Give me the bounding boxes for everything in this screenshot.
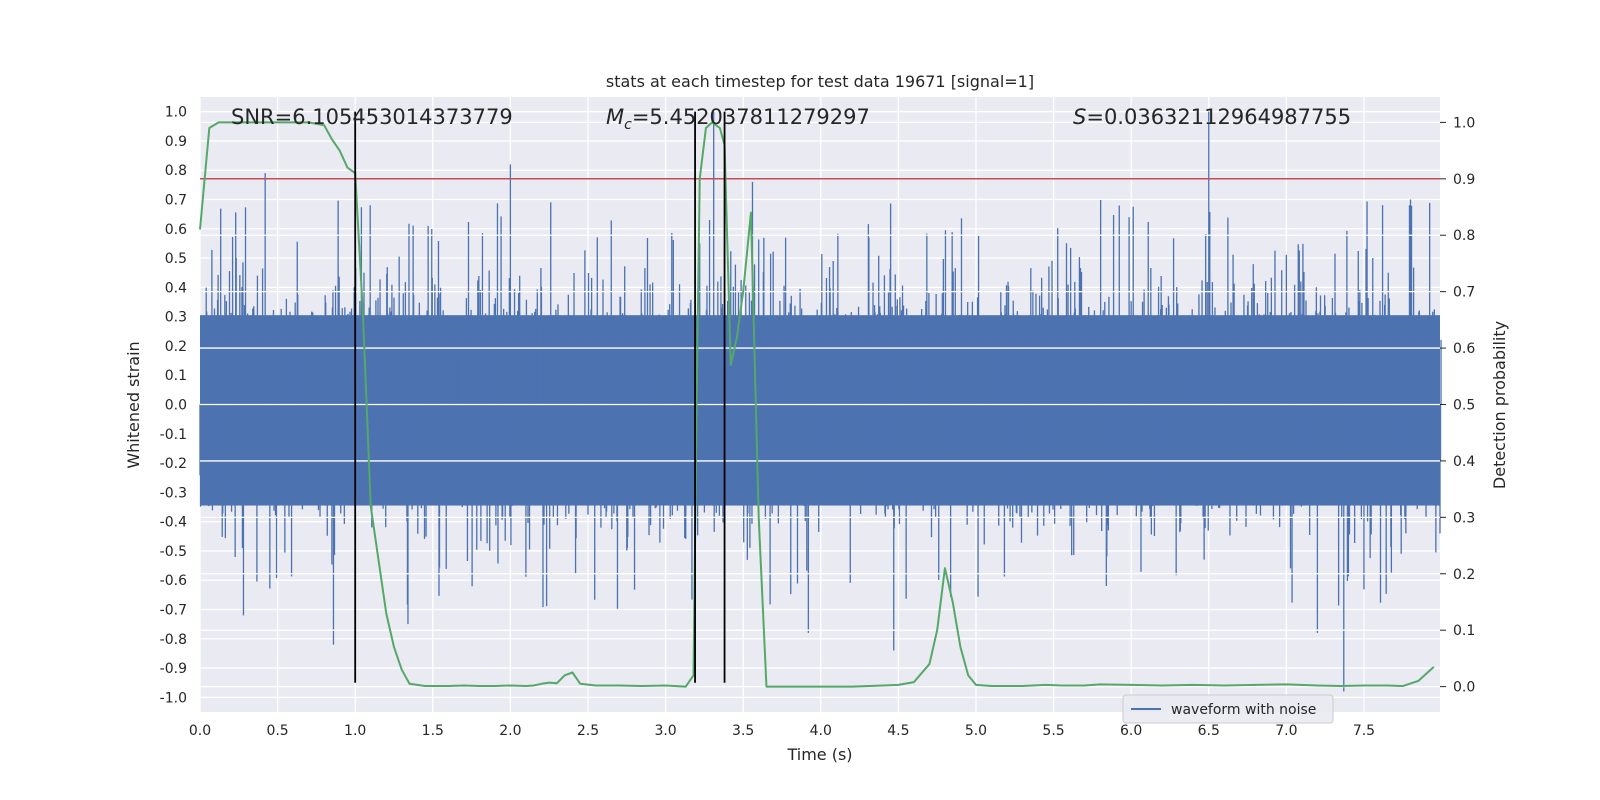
left-y-tick-label: 1.0 [165,105,187,121]
right-y-tick-label: 0.6 [1453,341,1475,357]
x-tick-label: 4.5 [887,723,909,739]
right-y-tick-label: 0.5 [1453,398,1475,414]
right-y-axis-ticks: 1.0 0.9 0.8 0.7 0.6 0.5 0.4 0.3 0.2 0.1 0.0 [1440,115,1475,696]
x-tick-label: 6.0 [1120,723,1142,739]
right-y-tick-label: 0.0 [1453,680,1475,696]
x-axis-label: Time (s) [786,745,852,764]
left-y-axis-ticks: 1.0 0.9 0.8 0.7 0.6 0.5 0.4 0.3 0.2 0.1 0.0 -0.1 -0.… [160,105,187,707]
left-y-tick-label: 0.4 [165,280,187,296]
left-y-tick-label: -0.9 [160,661,187,677]
chirp-mass-symbol: M [606,105,624,129]
snr-annotation: SNR=6.105453014373779 [231,105,513,129]
probability-line [199,121,1435,688]
right-y-axis-label: Detection probability [1490,321,1509,489]
left-y-tick-label: -0.5 [160,544,187,560]
left-y-tick-label: 0.6 [165,222,187,238]
left-y-tick-label: 0.5 [165,251,187,267]
left-y-tick-label: 0.9 [165,134,187,150]
right-y-tick-label: 0.3 [1453,510,1475,526]
waveform-line [199,111,1442,692]
waveform-series [199,111,1442,692]
x-tick-label: 3.5 [732,723,754,739]
left-y-tick-label: -0.8 [160,632,187,648]
s-statistic-value: =0.03632112964987755 [1086,105,1351,129]
left-y-axis-label: Whitened strain [124,341,143,468]
right-y-tick-label: 0.1 [1453,623,1475,639]
x-tick-label: 5.5 [1042,723,1064,739]
left-y-tick-label: 0.8 [165,163,187,179]
left-y-tick-label: -0.2 [160,456,187,472]
x-tick-label: 2.0 [499,723,521,739]
x-tick-label: 5.0 [965,723,987,739]
left-y-tick-label: -0.3 [160,485,187,501]
left-y-tick-label: -1.0 [160,690,187,706]
legend-box [1122,694,1334,724]
s-statistic-annotation: S=0.03632112964987755 [1073,105,1351,129]
right-y-tick-label: 1.0 [1453,115,1475,131]
left-y-tick-label: -0.1 [160,427,187,443]
right-y-tick-label: 0.9 [1453,172,1475,188]
x-axis-ticks: 0.0 0.5 1.0 1.5 2.0 2.5 3.0 3.5 4.0 4.5 5.0 5.5 6.0 6… [189,723,1375,739]
s-statistic-symbol: S [1073,105,1086,129]
x-tick-label: 7.5 [1353,723,1375,739]
x-tick-label: 1.5 [422,723,444,739]
x-tick-label: 6.5 [1198,723,1220,739]
right-y-tick-label: 0.8 [1453,228,1475,244]
right-y-tick-label: 0.4 [1453,454,1475,470]
vertical-markers [354,111,726,683]
left-y-tick-label: 0.3 [165,310,187,326]
left-y-tick-label: -0.6 [160,573,187,589]
legend: waveform with noise [1122,694,1334,724]
x-tick-label: 2.5 [577,723,599,739]
left-y-tick-label: -0.7 [160,603,187,619]
left-y-tick-label: 0.7 [165,193,187,209]
left-y-tick-label: 0.1 [165,368,187,384]
x-tick-label: 3.0 [654,723,676,739]
right-y-tick-label: 0.2 [1453,567,1475,583]
left-y-tick-label: 0.2 [165,339,187,355]
x-tick-label: 4.0 [810,723,832,739]
legend-waveform-label: waveform with noise [1171,702,1316,718]
probability-series [199,121,1435,688]
chirp-mass-annotation: Mc=5.452037811279297 [606,105,870,133]
x-tick-label: 7.0 [1275,723,1297,739]
chirp-mass-subscript: c [624,117,632,133]
chart-title: stats at each timestep for test data 196… [606,72,1034,91]
left-y-tick-label: -0.4 [160,515,187,531]
chirp-mass-value: =5.452037811279297 [632,105,870,129]
right-y-tick-label: 0.7 [1453,285,1475,301]
left-y-tick-label: 0.0 [165,398,187,414]
x-tick-label: 1.0 [344,723,366,739]
x-tick-label: 0.5 [266,723,288,739]
x-tick-label: 0.0 [189,723,211,739]
